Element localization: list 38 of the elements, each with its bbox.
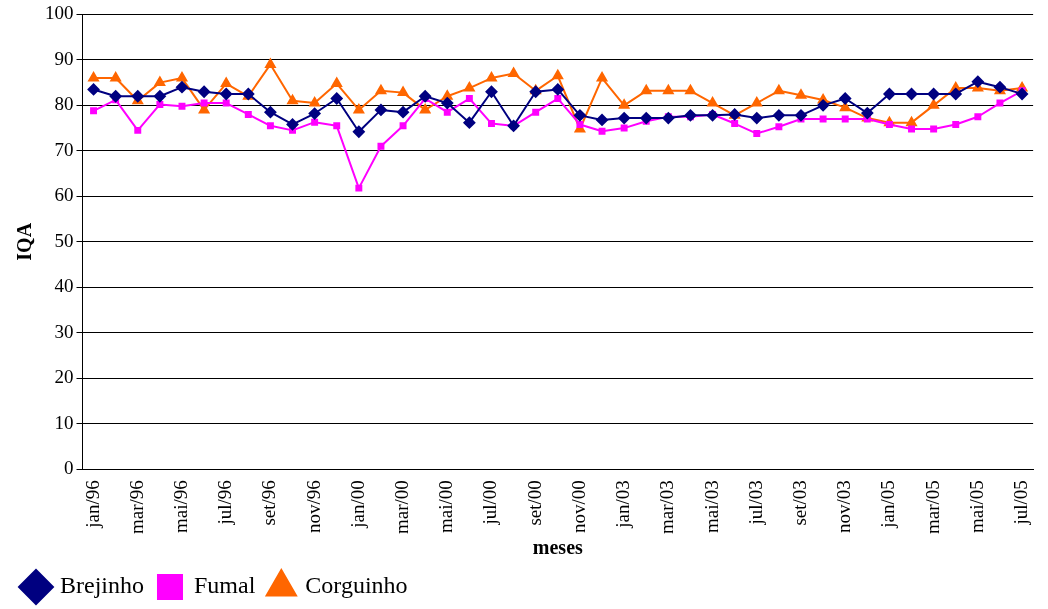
y-tick-label: 40 (54, 275, 74, 297)
legend-label: Brejinho (60, 572, 144, 599)
legend-label: Corguinho (305, 572, 408, 599)
x-tick-label: nov/03 (833, 480, 855, 533)
x-tick-label: mar/03 (656, 480, 678, 535)
x-tick-label: jul/03 (744, 480, 766, 526)
x-tick-label: mai/96 (169, 480, 191, 533)
y-tick-label: 60 (54, 184, 74, 206)
x-tick-label: jan/05 (877, 480, 899, 529)
y-tick-label: 30 (54, 320, 74, 342)
y-tick-label: 80 (54, 93, 74, 115)
legend-label: Fumal (193, 572, 256, 599)
x-tick-label: mar/05 (921, 480, 943, 535)
x-tick-label: mai/00 (435, 480, 457, 533)
x-tick-label: set/03 (788, 480, 810, 526)
x-tick-label: mai/03 (700, 480, 722, 533)
y-tick-label: 100 (45, 2, 74, 24)
y-tick-label: 50 (54, 229, 74, 251)
x-tick-label: jan/00 (346, 480, 368, 529)
x-tick-label: nov/96 (302, 480, 324, 533)
x-tick-label: mai/05 (965, 480, 987, 533)
x-tick-label: set/00 (523, 480, 545, 526)
x-tick-label: jul/96 (214, 480, 236, 526)
x-tick-label: mar/96 (125, 480, 147, 535)
x-tick-label: nov/00 (567, 480, 589, 533)
x-tick-label: mar/00 (391, 480, 413, 535)
x-tick-label: jan/96 (81, 480, 103, 529)
x-tick-label: set/96 (258, 480, 280, 526)
y-tick-label: 20 (54, 366, 74, 388)
y-tick-label: 10 (54, 411, 74, 433)
x-tick-label: jan/03 (612, 480, 634, 529)
y-axis-title: IQA (13, 222, 36, 261)
x-axis-title: meses (532, 536, 584, 559)
y-tick-label: 90 (54, 47, 74, 69)
x-tick-label: jul/05 (1010, 480, 1032, 526)
x-tick-label: jul/00 (479, 480, 501, 526)
y-tick-label: 0 (64, 457, 74, 479)
y-tick-label: 70 (54, 138, 74, 160)
